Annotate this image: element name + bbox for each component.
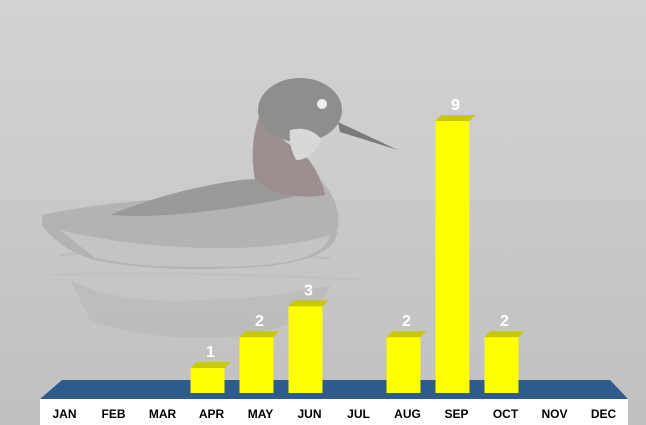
data-label-may: 2 xyxy=(255,313,264,330)
data-label-jun: 3 xyxy=(304,282,313,299)
tick-label-sep: SEP xyxy=(444,407,468,421)
bar-oct xyxy=(484,331,525,393)
tick-label-jun: JUN xyxy=(297,407,321,421)
tick-label-nov: NOV xyxy=(541,407,567,421)
bar-may xyxy=(239,331,280,393)
tick-label-oct: OCT xyxy=(493,407,519,421)
tick-label-may: MAY xyxy=(248,407,274,421)
bar-aug xyxy=(386,331,427,393)
tick-label-dec: DEC xyxy=(591,407,617,421)
tick-label-aug: AUG xyxy=(394,407,421,421)
tick-label-feb: FEB xyxy=(102,407,126,421)
data-label-aug: 2 xyxy=(402,313,411,330)
tick-label-jul: JUL xyxy=(347,407,370,421)
chart-floor xyxy=(40,380,628,399)
data-label-oct: 2 xyxy=(500,313,509,330)
data-label-sep: 9 xyxy=(451,97,460,114)
tick-label-mar: MAR xyxy=(149,407,177,421)
category-axis-band xyxy=(40,399,628,425)
tick-label-apr: APR xyxy=(199,407,225,421)
bar-jun xyxy=(288,300,329,393)
tick-label-jan: JAN xyxy=(52,407,76,421)
bar-apr xyxy=(190,362,231,393)
data-label-apr: 1 xyxy=(206,344,215,361)
bar-sep xyxy=(435,115,476,393)
